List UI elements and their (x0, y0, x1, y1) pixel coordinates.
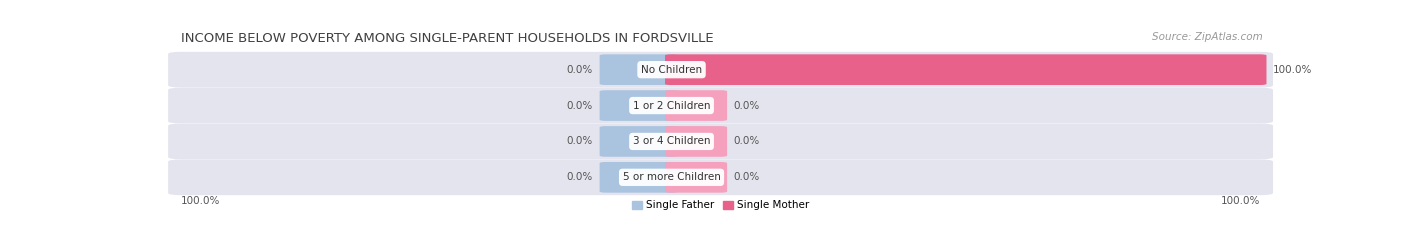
Text: 1 or 2 Children: 1 or 2 Children (633, 101, 710, 110)
FancyBboxPatch shape (169, 52, 1272, 88)
FancyBboxPatch shape (599, 126, 678, 157)
Text: 100.0%: 100.0% (1220, 196, 1260, 206)
Text: 0.0%: 0.0% (567, 101, 593, 110)
Text: No Children: No Children (641, 65, 702, 75)
FancyBboxPatch shape (665, 162, 727, 193)
Text: 5 or more Children: 5 or more Children (623, 172, 720, 182)
Text: INCOME BELOW POVERTY AMONG SINGLE-PARENT HOUSEHOLDS IN FORDSVILLE: INCOME BELOW POVERTY AMONG SINGLE-PARENT… (181, 31, 714, 45)
FancyBboxPatch shape (599, 54, 678, 85)
FancyBboxPatch shape (169, 88, 1272, 123)
FancyBboxPatch shape (599, 162, 678, 193)
Text: 100.0%: 100.0% (1272, 65, 1312, 75)
Legend: Single Father, Single Mother: Single Father, Single Mother (631, 200, 810, 210)
FancyBboxPatch shape (169, 159, 1272, 195)
Text: 3 or 4 Children: 3 or 4 Children (633, 137, 710, 146)
Text: 0.0%: 0.0% (734, 137, 759, 146)
FancyBboxPatch shape (665, 54, 1267, 85)
FancyBboxPatch shape (599, 90, 678, 121)
Text: 0.0%: 0.0% (734, 172, 759, 182)
Text: 0.0%: 0.0% (567, 137, 593, 146)
FancyBboxPatch shape (169, 123, 1272, 159)
Text: 0.0%: 0.0% (734, 101, 759, 110)
FancyBboxPatch shape (665, 126, 727, 157)
Text: 100.0%: 100.0% (181, 196, 221, 206)
Text: 0.0%: 0.0% (567, 172, 593, 182)
Text: Source: ZipAtlas.com: Source: ZipAtlas.com (1153, 31, 1263, 41)
FancyBboxPatch shape (665, 90, 727, 121)
Text: 0.0%: 0.0% (567, 65, 593, 75)
